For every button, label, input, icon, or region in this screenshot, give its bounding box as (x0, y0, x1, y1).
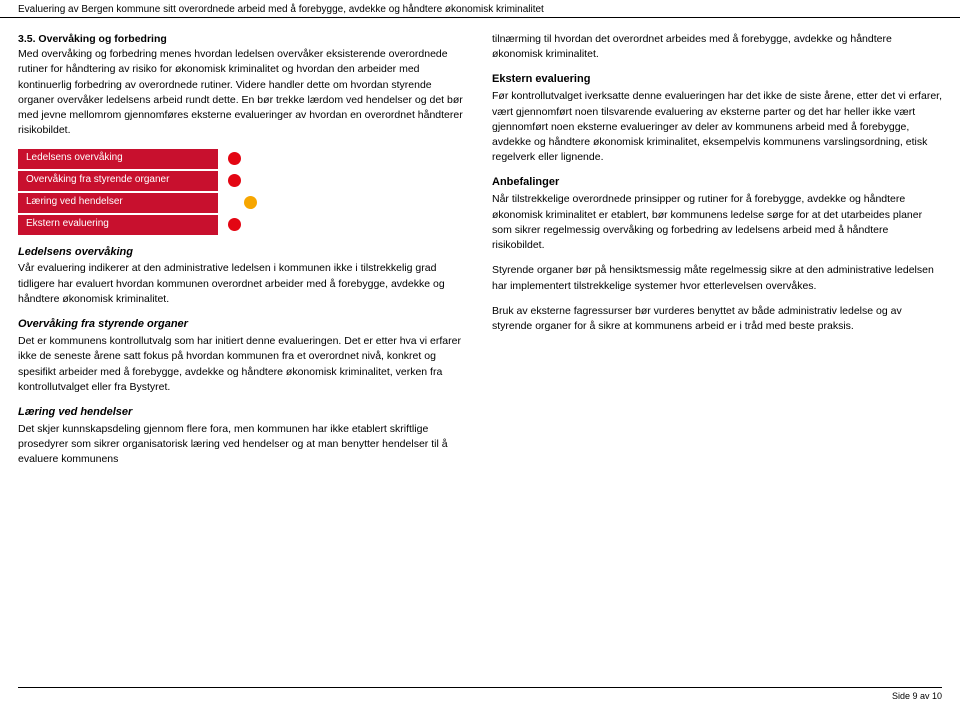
status-label: Ledelsens overvåking (18, 149, 218, 169)
status-dot-empty (244, 174, 257, 187)
anbefalinger-p1: Når tilstrekkelige overordnede prinsippe… (492, 192, 942, 253)
right-column: tilnærming til hvordan det overordnet ar… (492, 32, 942, 478)
status-dots (218, 193, 273, 213)
subhead-anbefalinger: Anbefalinger (492, 175, 942, 191)
status-dot-empty (260, 218, 273, 231)
body-ekstern: Før kontrollutvalget iverksatte denne ev… (492, 89, 942, 165)
status-dot-empty (260, 174, 273, 187)
status-dot-icon (228, 218, 241, 231)
header-title: Evaluering av Bergen kommune sitt overor… (0, 0, 960, 18)
status-dots (218, 171, 273, 191)
status-dot-empty (260, 152, 273, 165)
content-columns: 3.5. Overvåking og forbedring Med overvåk… (0, 18, 960, 478)
status-indicator-block: Ledelsens overvåkingOvervåking fra styre… (18, 149, 468, 235)
subhead-styrende: Overvåking fra styrende organer (18, 317, 468, 333)
body-ledelsens: Vår evaluering indikerer at den administ… (18, 261, 468, 307)
body-laering: Det skjer kunnskapsdeling gjennom flere … (18, 422, 468, 468)
section-number-title: 3.5. Overvåking og forbedring (18, 33, 167, 45)
subhead-ledelsens: Ledelsens overvåking (18, 245, 468, 261)
subhead-ekstern: Ekstern evaluering (492, 72, 942, 88)
status-dots (218, 149, 273, 169)
status-label: Ekstern evaluering (18, 215, 218, 235)
status-label: Overvåking fra styrende organer (18, 171, 218, 191)
status-dot-icon (228, 152, 241, 165)
anbefalinger-p2: Styrende organer bør på hensiktsmessig m… (492, 263, 942, 293)
left-column: 3.5. Overvåking og forbedring Med overvåk… (18, 32, 468, 478)
status-dot-empty (244, 218, 257, 231)
status-row: Ledelsens overvåking (18, 149, 468, 169)
section-intro: 3.5. Overvåking og forbedring Med overvåk… (18, 32, 468, 139)
status-dot-empty (244, 152, 257, 165)
page-footer: Side 9 av 10 (18, 687, 942, 701)
status-dot-empty (228, 196, 241, 209)
right-p1: tilnærming til hvordan det overordnet ar… (492, 32, 942, 62)
status-label: Læring ved hendelser (18, 193, 218, 213)
anbefalinger-p3: Bruk av eksterne fagressurser bør vurder… (492, 304, 942, 334)
intro-text: Med overvåking og forbedring menes hvord… (18, 48, 463, 136)
status-row: Overvåking fra styrende organer (18, 171, 468, 191)
status-dot-icon (228, 174, 241, 187)
status-dots (218, 215, 273, 235)
status-dot-empty (260, 196, 273, 209)
status-row: Ekstern evaluering (18, 215, 468, 235)
status-row: Læring ved hendelser (18, 193, 468, 213)
subhead-laering: Læring ved hendelser (18, 405, 468, 421)
status-dot-icon (244, 196, 257, 209)
body-styrende: Det er kommunens kontrollutvalg som har … (18, 334, 468, 395)
